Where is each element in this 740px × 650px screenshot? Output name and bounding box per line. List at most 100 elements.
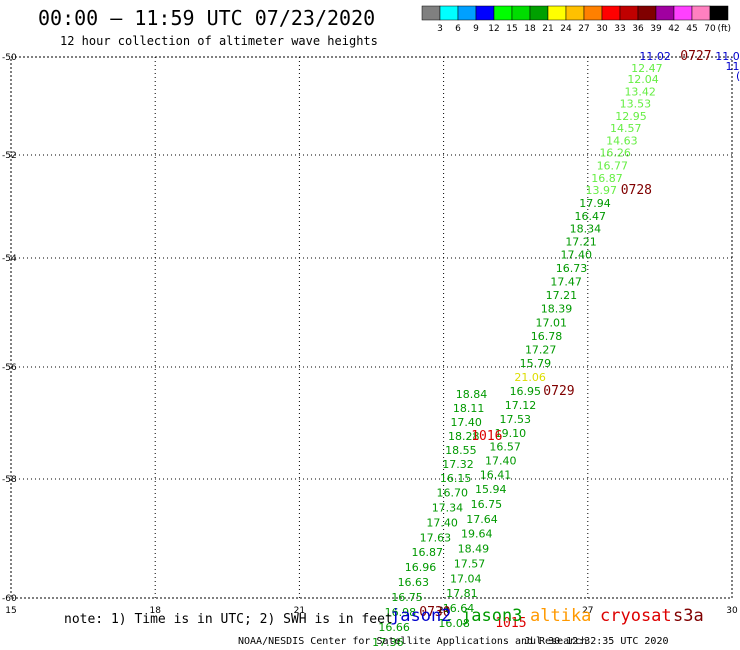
legend-swatch	[709, 5, 729, 21]
wave-height-label: 14.63	[606, 134, 638, 147]
wave-height-label: 17.12	[505, 399, 537, 412]
wave-height-label: 16.95	[510, 385, 542, 398]
x-tick-label: 18	[149, 606, 161, 616]
wave-height-label: 17.53	[499, 413, 531, 426]
wave-height-label: (1	[736, 70, 740, 83]
wave-height-label: 17.34	[432, 502, 464, 515]
wave-height-label: 16.98	[385, 606, 417, 619]
wave-height-label: 18.49	[458, 543, 490, 556]
wave-height-label: 16.64	[443, 602, 475, 615]
legend-altika: altika	[530, 606, 592, 626]
wave-height-label: 16.66	[378, 621, 410, 634]
wave-height-label: 18.11	[453, 402, 485, 415]
legend-label: 30	[596, 24, 608, 34]
legend-label: 24	[560, 24, 572, 34]
wave-height-label: 17.40	[485, 455, 517, 468]
plot-frame	[10, 56, 733, 599]
wave-height-label: 16.78	[531, 330, 563, 343]
y-tick-label: -60	[2, 594, 17, 604]
wave-height-label: 16.87	[412, 546, 444, 559]
color-legend: 3 6 9 12 15 18 21 24 27 30 33 36 39 42 45 70 (ft)	[421, 5, 731, 34]
wave-height-label: 14.57	[610, 122, 642, 135]
y-tick-label: -58	[2, 475, 17, 485]
legend-label: 42	[668, 24, 679, 34]
legend-label: 18	[524, 24, 536, 34]
wave-height-label: 19.10	[495, 427, 527, 440]
legend-label: 15	[506, 24, 517, 34]
wave-height-label: 12.95	[615, 110, 647, 123]
legend-label: 33	[614, 24, 625, 34]
footer-timestamp: Jul 30 12:32:35 UTC 2020	[524, 636, 669, 647]
legend-unit: (ft)	[717, 24, 731, 34]
wave-height-label: 17.32	[442, 458, 474, 471]
legend-label: 39	[650, 24, 662, 34]
wave-height-label: 13.97	[586, 184, 618, 197]
x-tick-label: 27	[582, 606, 593, 616]
wave-height-label: 17.94	[579, 197, 611, 210]
wave-height-label: 16.08	[438, 617, 470, 630]
y-tick-label: -56	[2, 363, 17, 373]
wave-height-label: 17.01	[536, 316, 568, 329]
legend-label: 70	[704, 24, 716, 34]
legend-label: 45	[686, 24, 697, 34]
wave-height-label: 16.87	[591, 172, 623, 185]
wave-height-label: 17.04	[450, 572, 482, 585]
legend-label: 36	[632, 24, 644, 34]
pass-time-label: 0729	[543, 384, 574, 399]
wave-height-label: 16.41	[480, 469, 512, 482]
wave-height-label: 21.06	[514, 371, 546, 384]
wave-height-label: 16.75	[391, 591, 423, 604]
footnote: note: 1) Time is in UTC; 2) SWH is in fe…	[64, 612, 393, 627]
y-tick-label: -54	[2, 254, 17, 264]
wave-height-label: 13.53	[620, 98, 652, 111]
wave-height-label: 13.42	[624, 85, 656, 98]
pass-time-label: 0727	[680, 49, 711, 64]
pass-time-label: 1016	[471, 429, 502, 444]
wave-height-label: 16.57	[489, 441, 521, 454]
wave-height-label: 18.39	[541, 303, 573, 316]
wave-height-label: 16.15	[440, 472, 472, 485]
page-title: 00:00 — 11:59 UTC 07/23/2020	[38, 6, 376, 30]
wave-height-label: 17.21	[546, 289, 578, 302]
x-tick-label: 24	[438, 606, 450, 616]
wave-height-label: 18.28	[448, 430, 480, 443]
wave-height-label: 16.26	[599, 147, 631, 160]
wave-height-label: 17.21	[565, 236, 597, 249]
wave-height-label: 15.94	[475, 483, 507, 496]
legend-label: 6	[455, 24, 461, 34]
wave-height-label: 11.02	[639, 50, 671, 63]
wave-height-label: 12.47	[631, 62, 663, 75]
wave-height-label: 17.36	[372, 636, 404, 649]
footer-credit: NOAA/NESDIS Center for Satellite Applica…	[238, 636, 588, 647]
wave-height-label: 19.64	[461, 528, 493, 541]
wave-height-label: 16.77	[597, 159, 629, 172]
x-tick-label: 30	[726, 606, 738, 616]
wave-height-label: 18.34	[570, 223, 602, 236]
wave-height-label: 17.47	[550, 275, 582, 288]
wave-height-label: 11.2	[726, 60, 740, 73]
pass-time-label: 1015	[495, 616, 526, 631]
wave-height-label: 16.96	[405, 561, 437, 574]
legend-label: 27	[578, 24, 589, 34]
wave-height-label: 16.63	[398, 576, 430, 589]
wave-height-label: 17.40	[450, 416, 482, 429]
page-subtitle: 12 hour collection of altimeter wave hei…	[60, 34, 378, 48]
wave-height-label: 17.40	[426, 516, 458, 529]
wave-height-label: 17.64	[466, 513, 498, 526]
x-tick-label: 21	[294, 606, 305, 616]
legend-s3a: s3a	[673, 606, 704, 626]
wave-height-label: 16.70	[437, 487, 469, 500]
wave-height-label: 16.73	[556, 262, 588, 275]
pass-time-label: 0728	[621, 183, 652, 198]
wave-height-label: 15.79	[520, 357, 552, 370]
wave-height-label: 12.04	[627, 73, 659, 86]
wave-height-label: 16.75	[471, 498, 503, 511]
wave-height-label: 17.40	[561, 248, 593, 261]
wave-height-label: 17.63	[420, 531, 452, 544]
legend-label: 3	[437, 24, 443, 34]
legend-cryosat: cryosat	[600, 606, 672, 626]
wave-height-label: 17.81	[446, 587, 478, 600]
x-tick-label: 15	[5, 606, 16, 616]
pass-time-label: 0730	[419, 605, 450, 620]
